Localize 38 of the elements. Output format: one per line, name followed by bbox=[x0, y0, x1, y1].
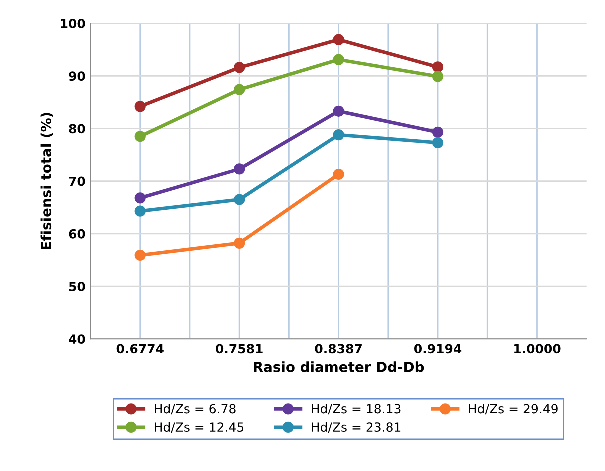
point bbox=[333, 129, 344, 141]
legend-label: Hd/Zs = 23.81 bbox=[312, 422, 401, 434]
point bbox=[333, 54, 344, 66]
point bbox=[134, 131, 146, 142]
point bbox=[234, 84, 246, 96]
point bbox=[333, 34, 344, 46]
y-tick-label: 40 bbox=[69, 334, 86, 344]
x-tick-label: 0.7581 bbox=[216, 344, 263, 354]
y-tick-label: 60 bbox=[69, 229, 86, 239]
legend-label: Hd/Zs = 12.45 bbox=[155, 422, 244, 434]
y-tick-label: 50 bbox=[69, 282, 86, 292]
point bbox=[234, 194, 246, 206]
legend-label: Hd/Zs = 18.13 bbox=[312, 404, 401, 415]
point bbox=[432, 62, 444, 73]
point bbox=[134, 250, 146, 262]
y-tick-label: 70 bbox=[69, 176, 86, 186]
x-tick-label: 0.6774 bbox=[116, 344, 164, 354]
x-tick-label: 1.0000 bbox=[514, 344, 561, 354]
point bbox=[333, 106, 344, 117]
x-axis-title: Rasio diameter Dd-Db bbox=[254, 362, 424, 372]
point bbox=[432, 71, 444, 82]
point bbox=[234, 238, 246, 249]
x-tick-label: 0.9194 bbox=[414, 344, 462, 354]
point bbox=[234, 164, 246, 175]
point bbox=[134, 206, 146, 217]
x-tick-label: 0.8387 bbox=[315, 344, 362, 354]
y-tick-label: 90 bbox=[69, 72, 86, 82]
legend-label: Hd/Zs = 29.49 bbox=[469, 404, 558, 415]
point bbox=[432, 137, 444, 148]
point bbox=[134, 101, 146, 112]
point bbox=[134, 192, 146, 204]
point bbox=[333, 168, 344, 180]
y-axis-title: Efisiensi total (%) bbox=[40, 113, 54, 250]
legend-label: Hd/Zs = 6.78 bbox=[155, 404, 236, 415]
point bbox=[432, 126, 444, 138]
y-tick-label: 80 bbox=[69, 124, 86, 134]
point bbox=[234, 62, 246, 74]
y-tick-label: 100 bbox=[61, 19, 86, 28]
